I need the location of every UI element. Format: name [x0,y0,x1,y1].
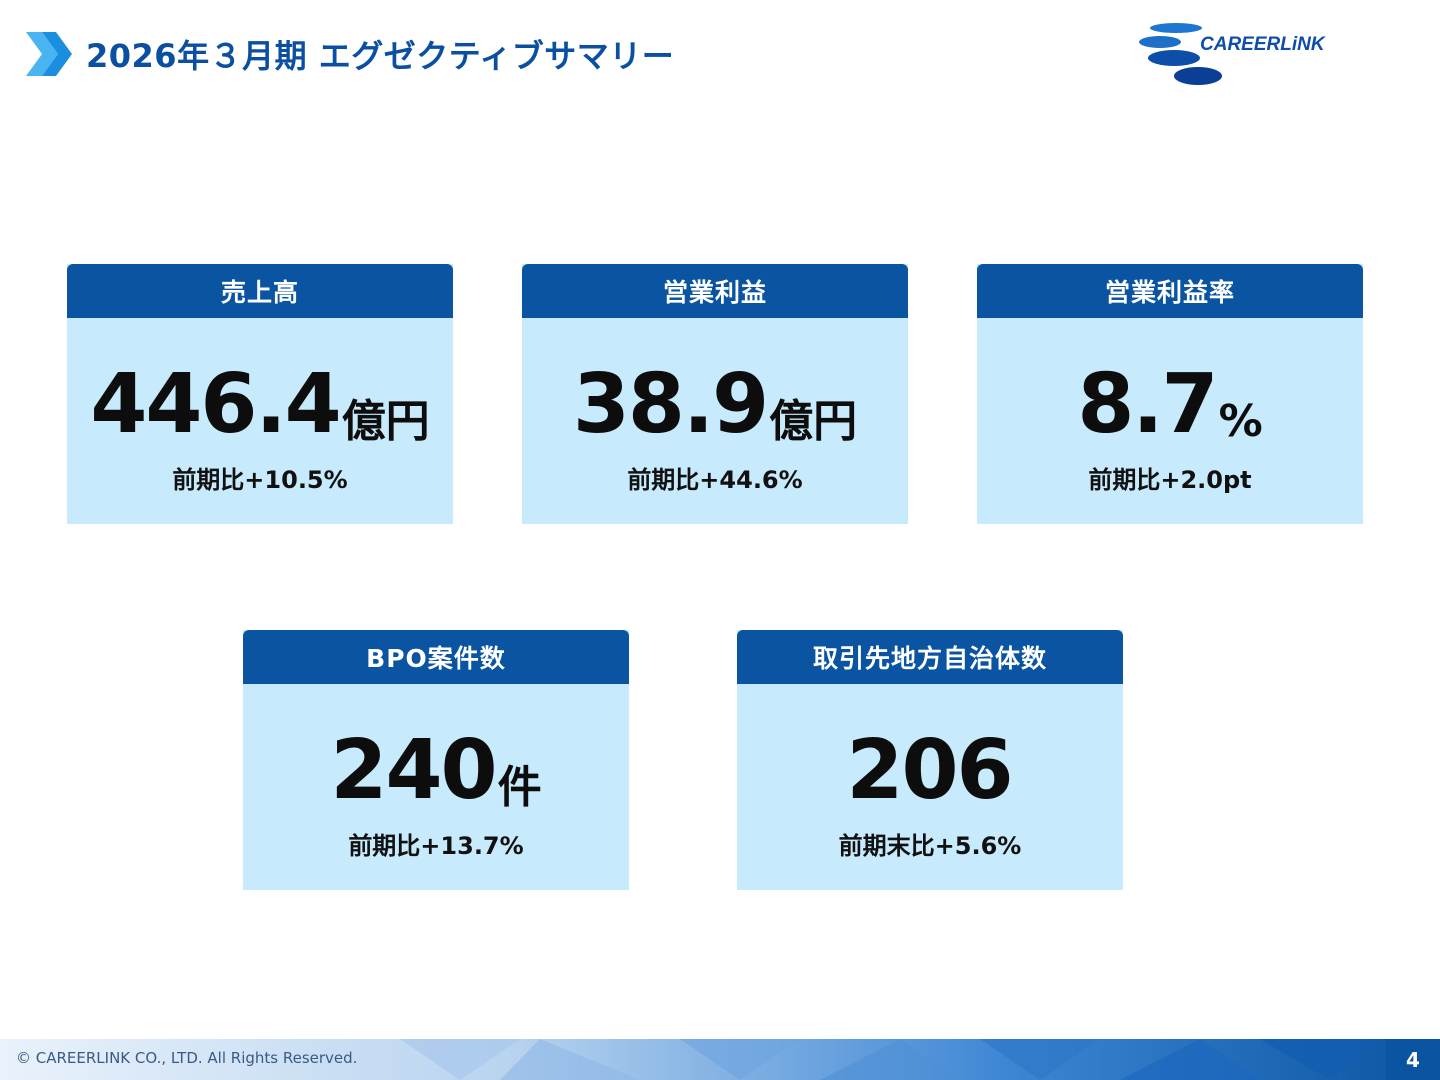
kpi-card-operating-margin: 営業利益率 8.7% 前期比+2.0pt [977,264,1363,524]
kpi-card-label: 取引先地方自治体数 [737,630,1123,684]
kpi-card-unit: % [1218,396,1263,447]
double-chevron-icon [26,32,72,76]
kpi-card-value: 8.7 [1077,357,1218,452]
logo-text: CAREERLiNK [1200,34,1326,55]
kpi-card-bpo-projects: BPO案件数 240 件 前期比+13.7% [243,630,629,890]
kpi-card-value-row: 240 件 [243,722,629,812]
kpi-card-unit: 億円 [341,396,430,447]
kpi-card-change: 前期比+2.0pt [1088,466,1252,494]
kpi-card-change: 前期比+13.7% [348,832,524,860]
copyright-text: © CAREERLINK CO., LTD. All Rights Reserv… [16,1049,358,1067]
kpi-card-label: 営業利益 [522,264,908,318]
kpi-card-value: 206 [846,723,1013,818]
kpi-card-change: 前期末比+5.6% [838,832,1022,860]
kpi-card-value: 446.4 [90,357,341,452]
kpi-card-change: 前期比+10.5% [172,466,348,494]
kpi-card-value-row: 38.9 億円 [522,356,908,446]
page-number: 4 [1386,1039,1440,1080]
kpi-card-label: BPO案件数 [243,630,629,684]
kpi-card-operating-profit: 営業利益 38.9 億円 前期比+44.6% [522,264,908,524]
kpi-card-sales: 売上高 446.4 億円 前期比+10.5% [67,264,453,524]
kpi-card-value-row: 206 [737,722,1123,812]
kpi-card-value: 240 [330,723,497,818]
footer-polygon-pattern [0,1039,1440,1080]
slide-title: 2026年３月期 エグゼクティブサマリー [86,37,675,75]
kpi-card-change: 前期比+44.6% [627,466,803,494]
kpi-card-value-row: 8.7% [977,356,1363,446]
kpi-card-value-row: 446.4 億円 [67,356,453,446]
careerlink-logo: CAREERLiNK [1139,23,1326,85]
kpi-card-value: 38.9 [572,357,769,452]
kpi-card-unit: 件 [497,762,542,813]
slide-header: 2026年３月期 エグゼクティブサマリー [24,26,674,82]
kpi-card-local-governments: 取引先地方自治体数 206 前期末比+5.6% [737,630,1123,890]
kpi-card-label: 営業利益率 [977,264,1363,318]
slide-footer: © CAREERLINK CO., LTD. All Rights Reserv… [0,1039,1440,1080]
kpi-card-label: 売上高 [67,264,453,318]
kpi-card-unit: 億円 [769,396,858,447]
